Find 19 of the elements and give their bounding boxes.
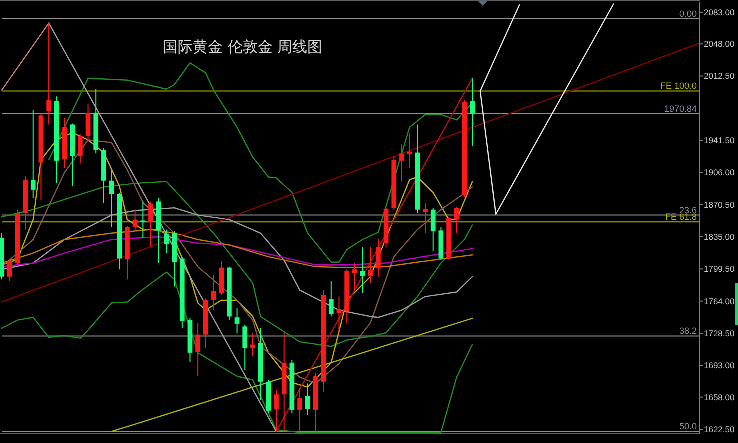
y-tick-label: 2012.50 [704, 71, 735, 82]
y-tick-label: 1658.00 [704, 392, 735, 402]
text: 国际黄金 伦敦金 周线图 [163, 38, 323, 56]
y-tick-label: 1870.50 [704, 200, 735, 210]
annotation: 50.0 [679, 422, 697, 432]
y-tick-label: 1941.50 [704, 136, 735, 146]
y-tick-label: 1799.50 [704, 264, 735, 274]
y-tick-label: 2048.00 [704, 39, 735, 50]
annotation: 38.2 [679, 326, 697, 336]
ref-line-label: 1970.84 [664, 104, 697, 114]
annotation: 0.00 [679, 8, 697, 19]
y-tick-label: 1835.00 [704, 232, 735, 242]
y-tick-label: 1906.00 [704, 168, 735, 178]
y-tick-label: 1622.50 [704, 424, 735, 434]
y-tick-label: 1693.00 [704, 360, 735, 371]
annotation: FE 100.0 [660, 81, 697, 92]
y-tick-label: 1728.50 [704, 328, 735, 338]
y-tick-label: 1764.00 [704, 296, 735, 306]
y-tick-label: 2083.00 [704, 7, 735, 18]
